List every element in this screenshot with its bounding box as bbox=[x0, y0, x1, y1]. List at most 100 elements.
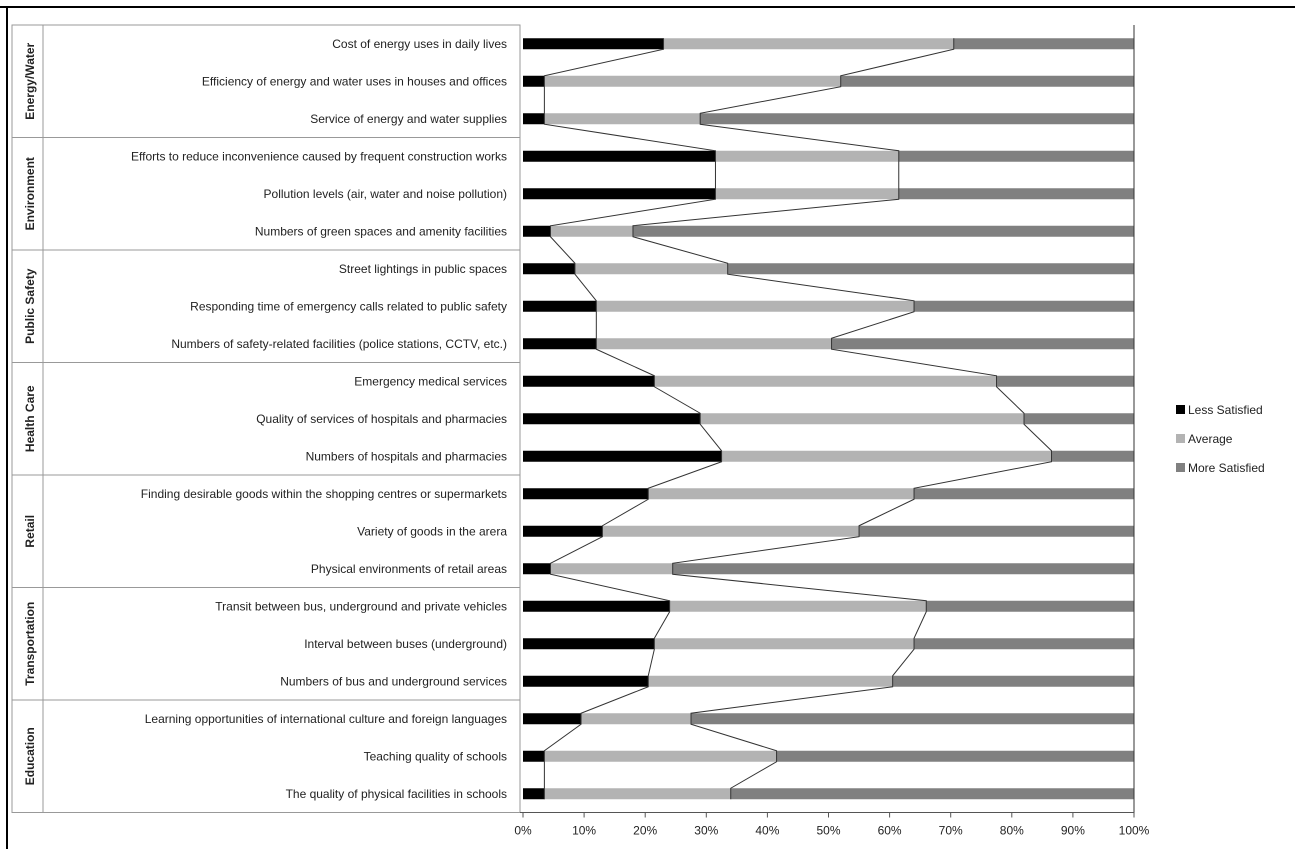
bar-segment bbox=[996, 375, 1134, 387]
bar-segment bbox=[523, 75, 545, 87]
bar-segment bbox=[898, 188, 1134, 200]
bar-segment bbox=[926, 600, 1134, 612]
bar-segment bbox=[914, 300, 1134, 312]
bar-segment bbox=[544, 788, 731, 800]
bar-segment bbox=[523, 413, 701, 425]
group-label: Transportation bbox=[23, 602, 37, 686]
bar-segment bbox=[602, 525, 860, 537]
category-label: Finding desirable goods within the shopp… bbox=[141, 487, 507, 501]
group-label: Energy/Water bbox=[23, 42, 37, 119]
bar-segment bbox=[523, 750, 545, 762]
series-line bbox=[543, 38, 723, 800]
category-label: Numbers of safety-related facilities (po… bbox=[171, 337, 507, 351]
bar-segment bbox=[544, 750, 777, 762]
group-label: Health Care bbox=[23, 385, 37, 452]
x-tick-label: 40% bbox=[755, 824, 779, 838]
bar-segment bbox=[523, 38, 664, 50]
bar-segment bbox=[648, 675, 893, 687]
bar-segment bbox=[859, 525, 1134, 537]
x-tick-label: 90% bbox=[1061, 824, 1085, 838]
bar-segment bbox=[700, 413, 1025, 425]
bar-segment bbox=[914, 638, 1134, 650]
bar-segment bbox=[523, 375, 655, 387]
bar-segment bbox=[581, 713, 692, 725]
group-label: Education bbox=[23, 727, 37, 785]
x-tick-label: 100% bbox=[1119, 824, 1150, 838]
group-label: Retail bbox=[23, 515, 37, 548]
bar-segment bbox=[715, 188, 899, 200]
bar-segment bbox=[523, 488, 649, 500]
bar-segment bbox=[776, 750, 1134, 762]
bar-segment bbox=[523, 788, 545, 800]
category-label: Cost of energy uses in daily lives bbox=[332, 37, 507, 51]
bar-segment bbox=[596, 300, 915, 312]
bar-segment bbox=[523, 600, 670, 612]
legend-item-less-satisfied: Less Satisfied bbox=[1176, 395, 1265, 424]
bar-segment bbox=[523, 450, 722, 462]
group-label: Environment bbox=[23, 157, 37, 230]
bar-segment bbox=[953, 38, 1134, 50]
bar-segment bbox=[672, 563, 1134, 575]
group-label: Public Safety bbox=[23, 268, 37, 344]
bar-segment bbox=[550, 563, 673, 575]
category-label: Pollution levels (air, water and noise p… bbox=[264, 187, 507, 201]
bar-segment bbox=[1051, 450, 1134, 462]
bar-segment bbox=[523, 113, 545, 125]
category-label: Efforts to reduce inconvenience caused b… bbox=[131, 149, 507, 163]
category-label: Emergency medical services bbox=[354, 374, 507, 388]
legend-swatch-less-satisfied bbox=[1176, 405, 1185, 414]
frame-left-border bbox=[6, 6, 8, 849]
category-label: Teaching quality of schools bbox=[364, 749, 507, 763]
bar-segment bbox=[544, 75, 841, 87]
category-label: Responding time of emergency calls relat… bbox=[190, 299, 507, 313]
bar-segment bbox=[898, 150, 1134, 162]
bar-segment bbox=[691, 713, 1134, 725]
x-tick-label: 10% bbox=[572, 824, 596, 838]
category-label: Service of energy and water supplies bbox=[310, 112, 507, 126]
category-label: Transit between bus, underground and pri… bbox=[215, 599, 507, 613]
bar-segment bbox=[654, 375, 997, 387]
bar-segment bbox=[523, 188, 716, 200]
x-tick-label: 20% bbox=[633, 824, 657, 838]
bar-segment bbox=[523, 225, 551, 237]
bar-segment bbox=[663, 38, 954, 50]
bar-segment bbox=[523, 713, 582, 725]
bar-segment bbox=[730, 788, 1134, 800]
bar-segment bbox=[574, 263, 728, 275]
legend-label-more-satisfied: More Satisfied bbox=[1188, 460, 1265, 475]
bar-segment bbox=[1024, 413, 1134, 425]
category-label: Physical environments of retail areas bbox=[311, 562, 507, 576]
x-tick-label: 70% bbox=[939, 824, 963, 838]
x-tick-label: 0% bbox=[514, 824, 532, 838]
bar-segment bbox=[914, 488, 1134, 500]
x-tick-label: 80% bbox=[1000, 824, 1024, 838]
bar-segment bbox=[700, 113, 1134, 125]
bar-segment bbox=[892, 675, 1134, 687]
legend-swatch-more-satisfied bbox=[1176, 463, 1185, 472]
x-tick-label: 30% bbox=[694, 824, 718, 838]
bar-segment bbox=[715, 150, 899, 162]
legend: Less Satisfied Average More Satisfied bbox=[1176, 395, 1265, 482]
bar-segment bbox=[648, 488, 915, 500]
category-label: Interval between buses (underground) bbox=[304, 637, 507, 651]
x-tick-label: 50% bbox=[816, 824, 840, 838]
bar-segment bbox=[669, 600, 927, 612]
bar-segment bbox=[550, 225, 633, 237]
bar-segment bbox=[523, 338, 597, 350]
bar-segment bbox=[523, 300, 597, 312]
bar-segment bbox=[544, 113, 701, 125]
legend-item-average: Average bbox=[1176, 424, 1265, 453]
category-label: Quality of services of hospitals and pha… bbox=[256, 412, 507, 426]
frame-top-border bbox=[0, 6, 1295, 8]
bar-segment bbox=[523, 150, 716, 162]
bar-segment bbox=[523, 638, 655, 650]
bar-segment bbox=[831, 338, 1134, 350]
category-label: Numbers of bus and underground services bbox=[280, 674, 507, 688]
category-label: Learning opportunities of international … bbox=[145, 712, 507, 726]
bar-segment bbox=[727, 263, 1134, 275]
legend-swatch-average bbox=[1176, 434, 1185, 443]
category-label: Variety of goods in the arera bbox=[357, 524, 507, 538]
bar-segment bbox=[523, 525, 603, 537]
category-label: Numbers of green spaces and amenity faci… bbox=[255, 224, 507, 238]
